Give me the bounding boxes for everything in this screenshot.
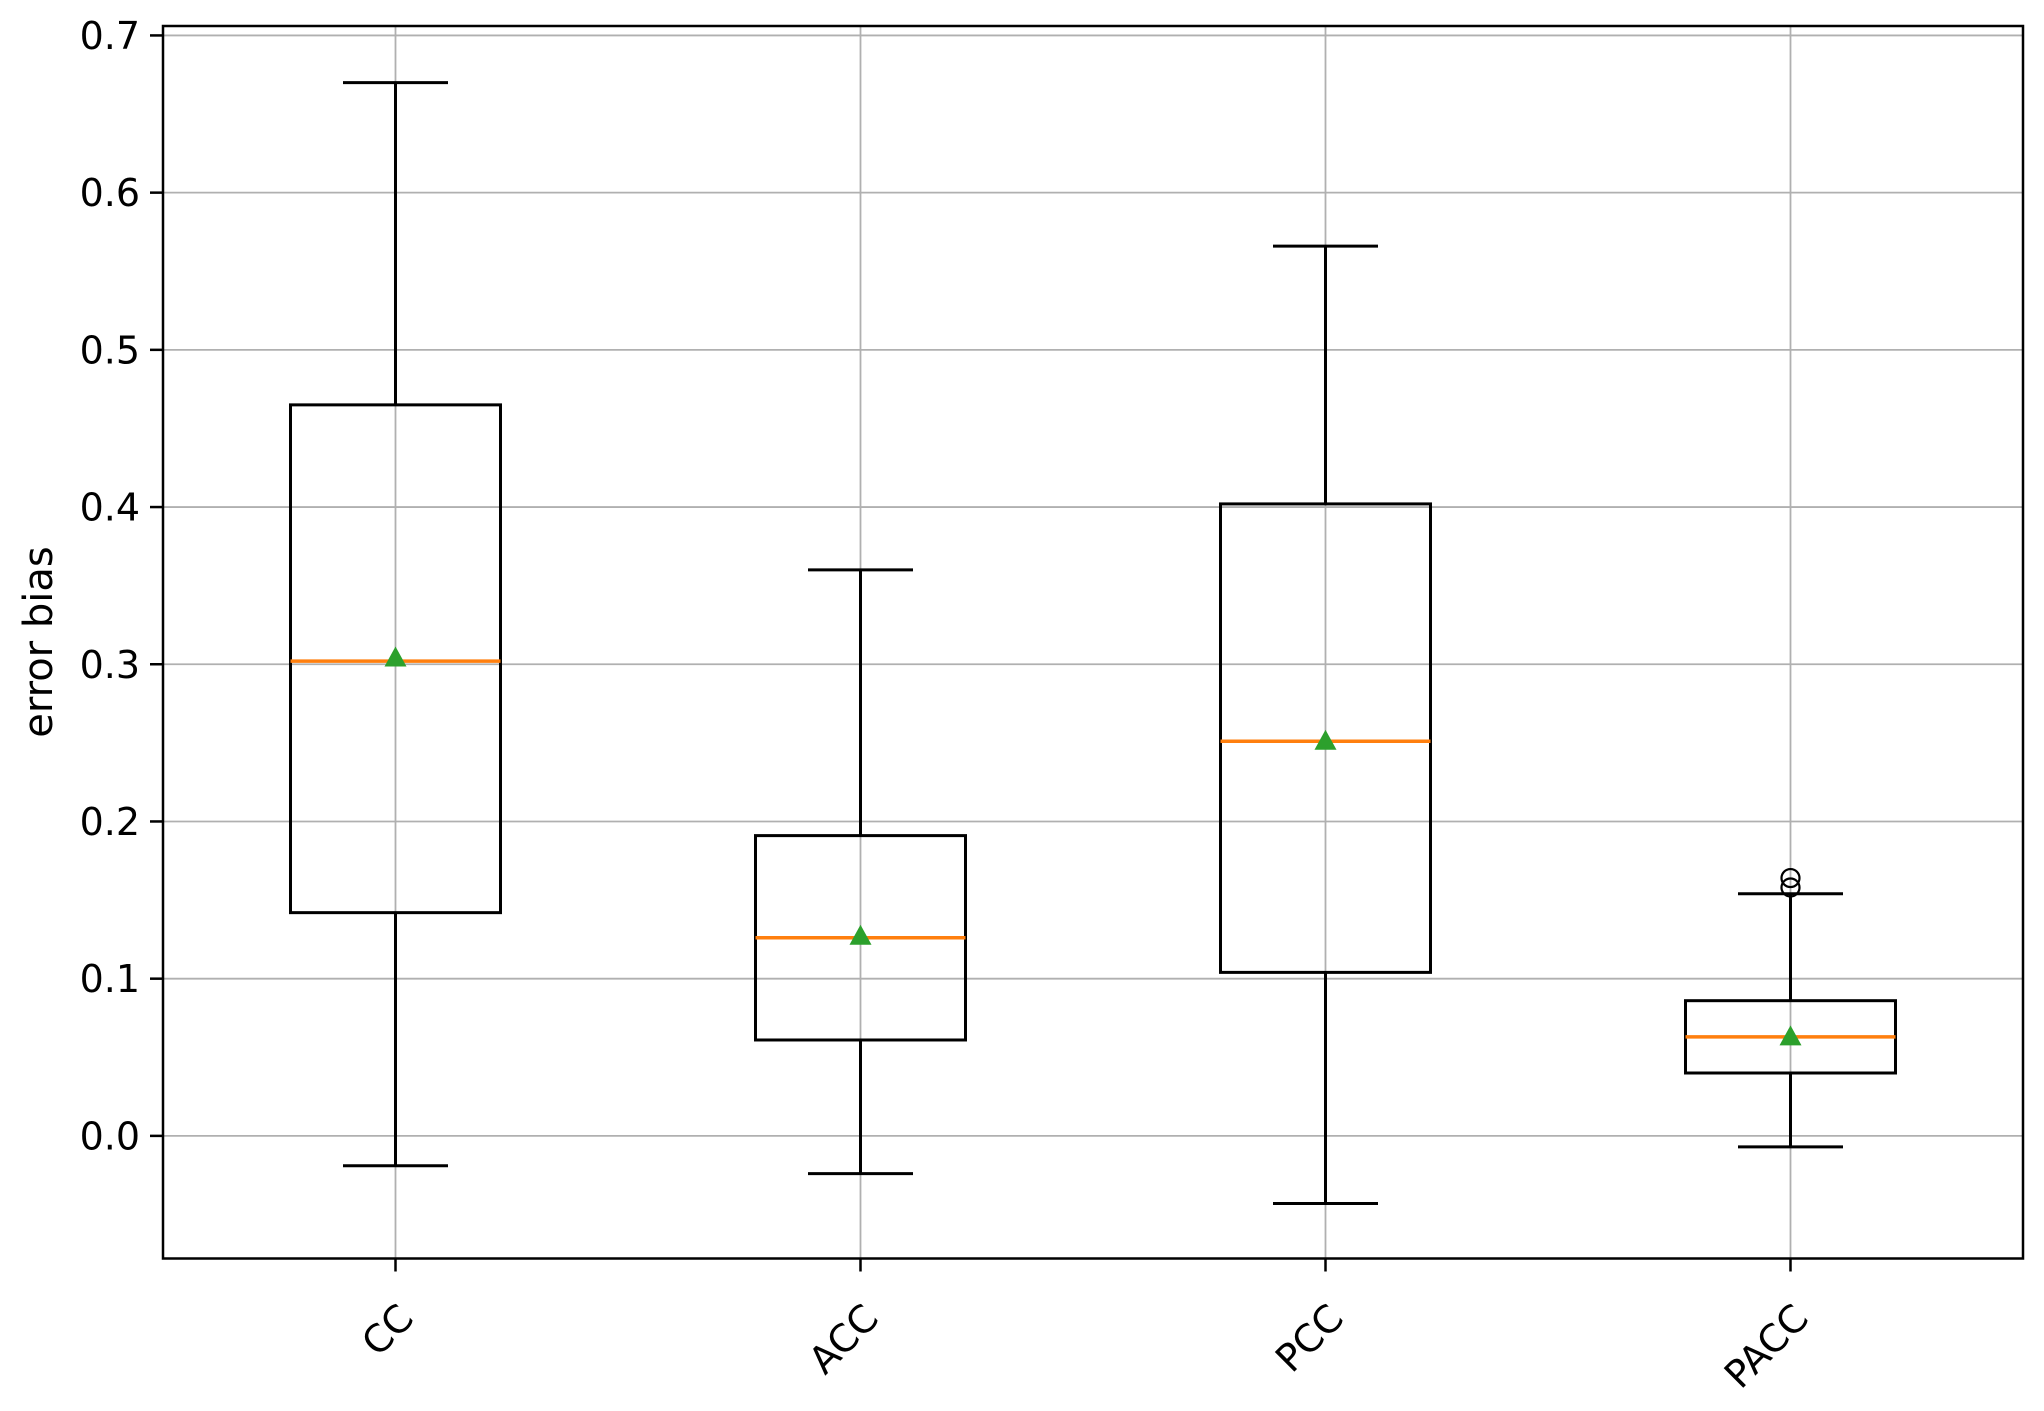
- axes-frame: [161, 24, 2025, 1260]
- iqr-box: [1219, 502, 1432, 974]
- mean-marker: [849, 924, 872, 945]
- axes-frame-layer: [161, 24, 2025, 1260]
- box-group-cc: [289, 81, 502, 1168]
- mean-marker: [384, 646, 407, 667]
- tick-layer: 0.0 0.1 0.2 0.3 0.4 0.5 0.6 0.7 CC ACC PCC PACC: [80, 14, 1817, 1397]
- y-axis-label: error bias: [16, 546, 62, 737]
- outlier-marker: [1780, 867, 1801, 889]
- x-tick-label: CC: [353, 1296, 422, 1365]
- y-tick-label: 0.6: [80, 171, 140, 215]
- iqr-box: [289, 403, 502, 915]
- x-tick-label: PCC: [1267, 1296, 1352, 1381]
- y-tick-label: 0.2: [80, 800, 140, 844]
- y-tick-label: 0.4: [80, 486, 140, 530]
- y-tick-label: 0.3: [80, 643, 140, 687]
- box-group-pcc: [1219, 244, 1432, 1205]
- box-group-acc: [754, 568, 967, 1176]
- y-tick-label: 0.1: [80, 957, 140, 1001]
- box-layer: [289, 81, 1897, 1205]
- mean-marker: [1314, 729, 1337, 750]
- y-tick-label: 0.7: [80, 14, 140, 58]
- x-tick-label: PACC: [1716, 1296, 1817, 1397]
- y-tick-label: 0.0: [80, 1114, 140, 1158]
- y-tick-label: 0.5: [80, 328, 140, 372]
- box-group-pacc: [1684, 867, 1897, 1149]
- outlier-marker: [1780, 877, 1801, 898]
- mean-marker: [1779, 1025, 1802, 1046]
- x-tick-label: ACC: [800, 1296, 887, 1383]
